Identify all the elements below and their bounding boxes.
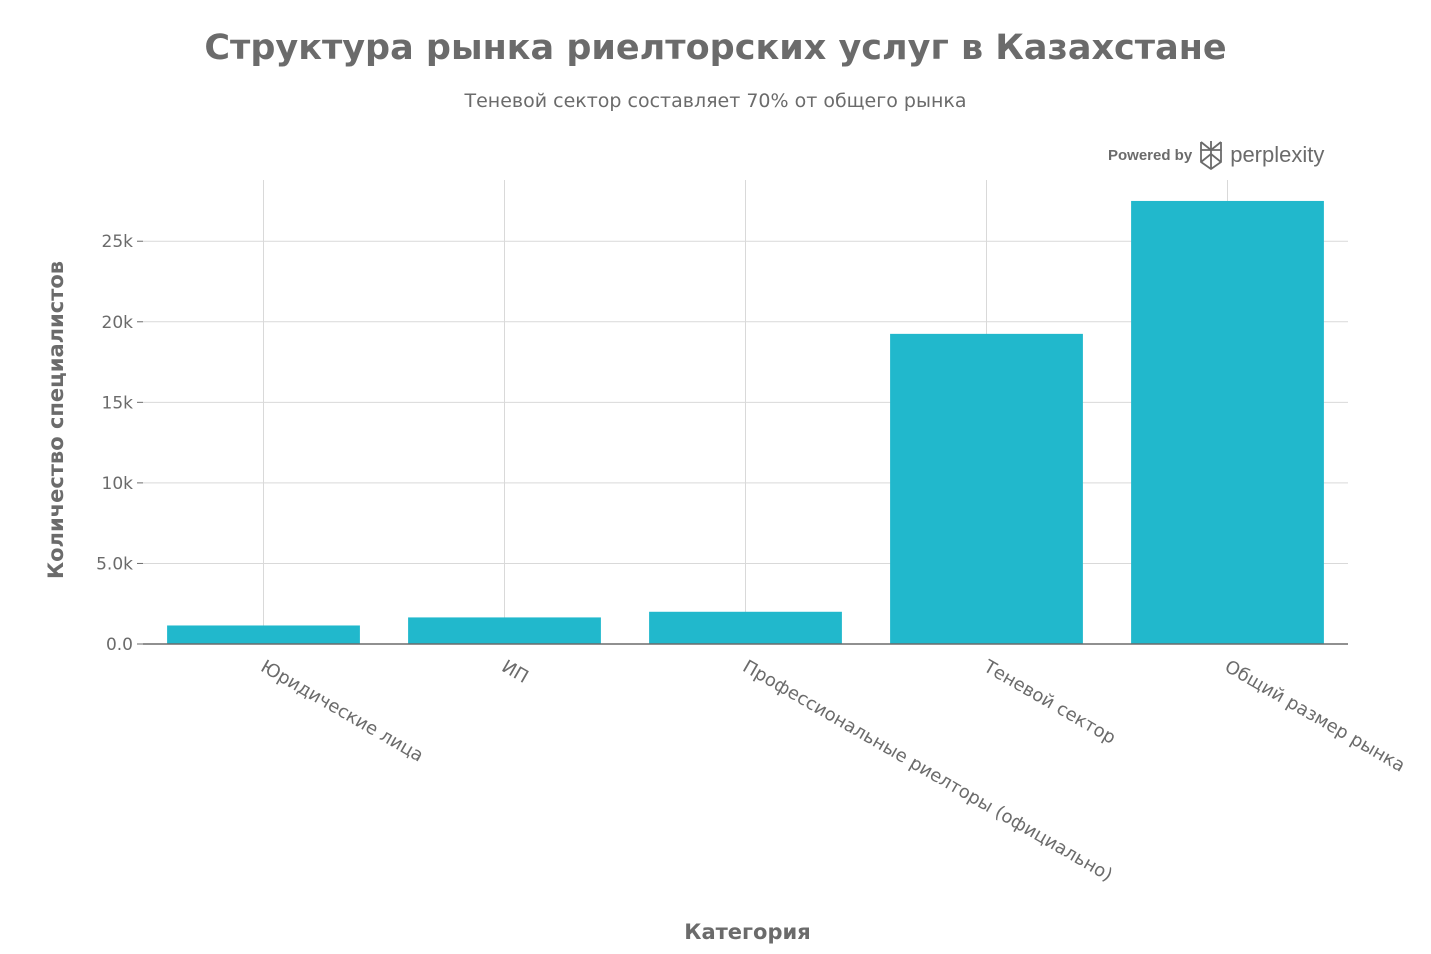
bar-4[interactable] — [890, 333, 1083, 644]
y-tick-label: 5.0k — [96, 554, 133, 574]
x-category-label: Общий размер рынка — [1221, 656, 1409, 776]
bar-1[interactable] — [167, 625, 360, 644]
y-tick-label: 15k — [102, 393, 134, 413]
y-tick-label: 0.0 — [106, 635, 133, 655]
perplexity-logo-icon — [1200, 141, 1223, 170]
bar-2[interactable] — [408, 617, 601, 644]
y-tick-label: 25k — [102, 232, 134, 252]
chart-subtitle: Теневой сектор составляет 70% от общего … — [464, 90, 967, 112]
chart-title: Структура рынка риелторских услуг в Каза… — [204, 28, 1227, 68]
bars — [167, 200, 1324, 644]
x-category-label: Теневой сектор — [979, 656, 1119, 749]
y-axis-title: Количество специалистов — [44, 261, 68, 579]
x-axis-title: Категория — [684, 920, 810, 944]
y-tick-label: 20k — [102, 313, 134, 333]
y-tick-label: 10k — [102, 474, 134, 494]
powered-by-label: Powered by — [1108, 146, 1193, 164]
bar-3[interactable] — [649, 611, 842, 644]
x-category-label: Профессиональные риелторы (официально) — [739, 656, 1116, 886]
powered-by-badge[interactable]: Powered by perplexity — [1108, 138, 1324, 172]
axes — [137, 240, 1348, 645]
bar-5[interactable] — [1131, 200, 1324, 644]
perplexity-wordmark: perplexity — [1230, 142, 1325, 167]
x-category-label: ИП — [498, 656, 532, 688]
x-category-label: Юридические лица — [257, 656, 427, 766]
